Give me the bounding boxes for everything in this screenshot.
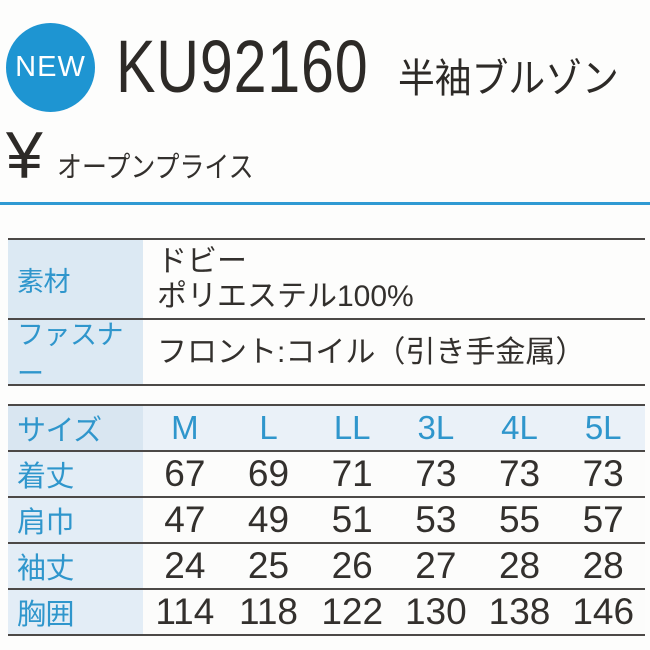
size-column-header: LL bbox=[310, 406, 395, 450]
size-column-header: M bbox=[143, 406, 227, 450]
size-value-cell: 114 bbox=[143, 590, 227, 634]
size-value-cell: 69 bbox=[226, 452, 311, 496]
size-value-cell: 138 bbox=[477, 590, 562, 634]
size-value-cell: 27 bbox=[394, 544, 478, 588]
size-table-row-sleeve-length: 袖丈 24 25 26 27 28 28 bbox=[8, 542, 646, 588]
size-row-label: 着丈 bbox=[8, 452, 143, 496]
size-row-label: 肩巾 bbox=[8, 498, 143, 542]
size-column-header: L bbox=[226, 406, 311, 450]
size-header-label: サイズ bbox=[8, 406, 143, 450]
size-value-cell: 57 bbox=[561, 498, 646, 542]
size-value-cell: 49 bbox=[226, 498, 311, 542]
size-value-cell: 130 bbox=[394, 590, 478, 634]
size-table: サイズ M L LL 3L 4L 5L 着丈 67 69 71 73 73 73… bbox=[8, 404, 646, 636]
size-value-cell: 53 bbox=[394, 498, 478, 542]
yen-symbol-icon: ¥ bbox=[6, 118, 43, 192]
size-column-header: 5L bbox=[561, 406, 646, 450]
size-value-cell: 24 bbox=[143, 544, 227, 588]
new-badge: NEW bbox=[6, 23, 95, 112]
size-value-cell: 122 bbox=[310, 590, 395, 634]
spec-value-fastener: フロント:コイル（引き手金属） bbox=[143, 320, 645, 384]
spec-label-fastener: ファスナー bbox=[8, 320, 143, 389]
spec-value-line: フロント:コイル（引き手金属） bbox=[157, 335, 586, 369]
size-table-row-shoulder-width: 肩巾 47 49 51 53 55 57 bbox=[8, 496, 646, 542]
size-value-cell: 55 bbox=[477, 498, 562, 542]
size-table-header-row: サイズ M L LL 3L 4L 5L bbox=[8, 406, 646, 450]
size-row-label: 袖丈 bbox=[8, 544, 143, 588]
size-value-cell: 73 bbox=[477, 452, 562, 496]
size-table-row-body-length: 着丈 67 69 71 73 73 73 bbox=[8, 450, 646, 496]
size-value-cell: 47 bbox=[143, 498, 227, 542]
size-value-cell: 51 bbox=[310, 498, 395, 542]
spec-row-fastener: ファスナー フロント:コイル（引き手金属） bbox=[8, 318, 645, 389]
size-column-header: 3L bbox=[394, 406, 478, 450]
spec-row-material: 素材 ドビー ポリエステル100% bbox=[8, 240, 645, 318]
size-value-cell: 73 bbox=[561, 452, 646, 496]
spec-value-material: ドビー ポリエステル100% bbox=[143, 240, 645, 318]
product-name: 半袖ブルゾン bbox=[398, 57, 619, 101]
spec-value-line: ポリエステル100% bbox=[157, 280, 414, 313]
size-value-cell: 25 bbox=[226, 544, 311, 588]
size-value-cell: 67 bbox=[143, 452, 227, 496]
size-value-cell: 118 bbox=[226, 590, 311, 634]
spec-table: 素材 ドビー ポリエステル100% ファスナー フロント:コイル（引き手金属） bbox=[8, 238, 645, 389]
new-badge-label: NEW bbox=[15, 51, 86, 83]
spec-label-material: 素材 bbox=[8, 240, 143, 318]
size-value-cell: 26 bbox=[310, 544, 395, 588]
size-row-label: 胸囲 bbox=[8, 590, 143, 634]
section-divider bbox=[0, 202, 650, 205]
spec-value-line: ドビー bbox=[157, 245, 247, 278]
size-value-cell: 73 bbox=[394, 452, 478, 496]
size-value-cell: 28 bbox=[477, 544, 562, 588]
size-value-cell: 28 bbox=[561, 544, 646, 588]
size-column-header: 4L bbox=[477, 406, 562, 450]
size-value-cell: 146 bbox=[561, 590, 646, 634]
size-value-cell: 71 bbox=[310, 452, 395, 496]
product-code: KU92160 bbox=[116, 25, 369, 108]
size-table-row-chest: 胸囲 114 118 122 130 138 146 bbox=[8, 588, 646, 634]
price-label: オープンプライス bbox=[57, 152, 254, 184]
